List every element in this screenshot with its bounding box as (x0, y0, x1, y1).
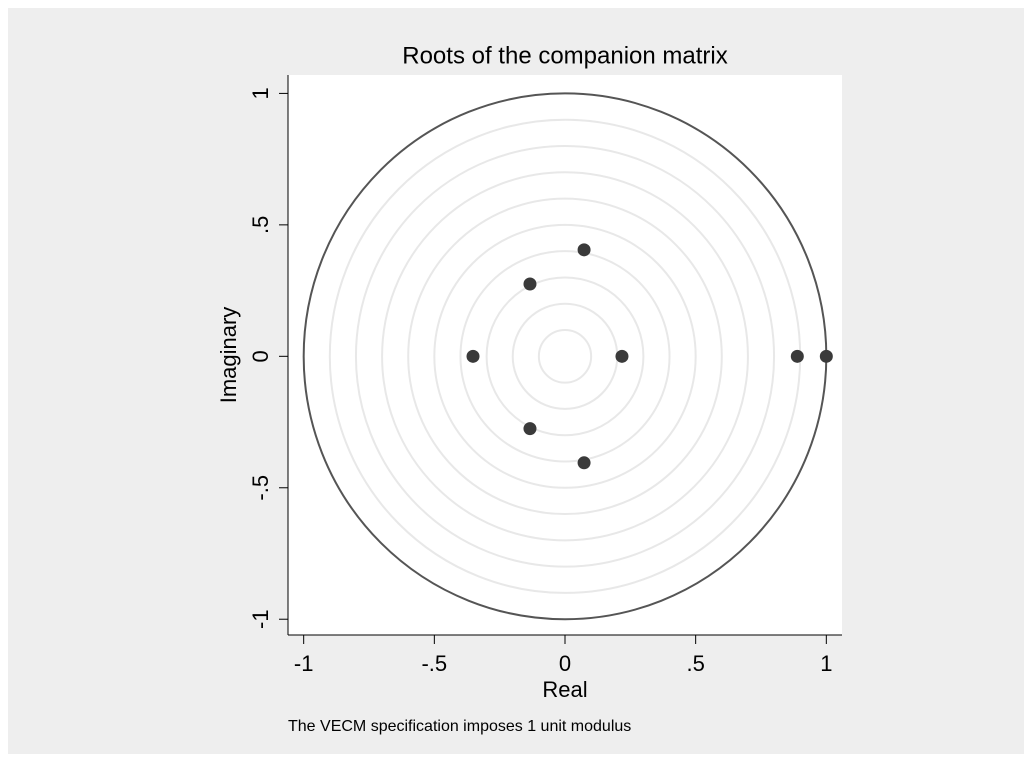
grid-circle (407, 197, 723, 516)
y-tick-label: .5 (248, 216, 273, 234)
point (615, 349, 629, 363)
x-tick-label: 1 (820, 651, 832, 676)
chart-title: Roots of the companion matrix (402, 42, 728, 69)
grid-circle (433, 223, 697, 489)
point (819, 349, 833, 363)
y-tick-label: 1 (248, 87, 273, 99)
x-tick-label: -.5 (421, 651, 447, 676)
note: The VECM specification imposes 1 unit mo… (288, 718, 631, 735)
grid-circle (459, 250, 671, 463)
grid-circle (381, 171, 749, 542)
x-tick-label: -1 (294, 651, 314, 676)
x-tick-label: .5 (686, 651, 704, 676)
point (577, 243, 591, 257)
grid-circle (537, 329, 593, 384)
grid-circle (485, 276, 645, 437)
point (466, 349, 480, 363)
point (577, 456, 591, 470)
point (523, 277, 537, 291)
x-axis-title: Real (542, 677, 587, 702)
y-tick-label: -.5 (248, 475, 273, 501)
x-tick-label: 0 (559, 651, 571, 676)
y-tick-label: -1 (248, 609, 273, 629)
point (790, 349, 804, 363)
plot-area (288, 75, 842, 635)
y-axis-title: Imaginary (216, 307, 241, 404)
point (523, 422, 537, 436)
grid-circle (354, 144, 776, 568)
y-tick-label: 0 (248, 350, 273, 362)
